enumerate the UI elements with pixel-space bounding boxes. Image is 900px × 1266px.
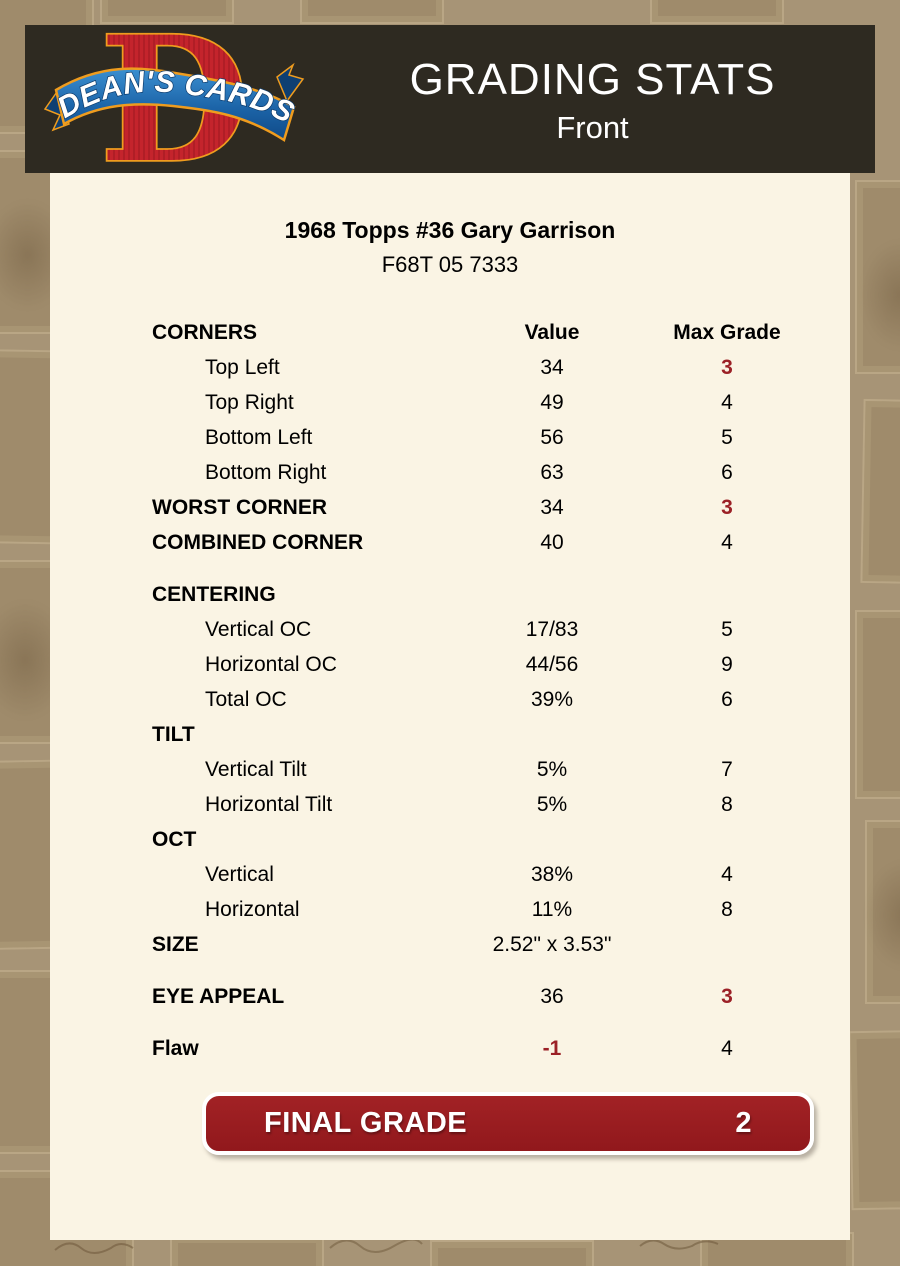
row-label: CENTERING xyxy=(152,582,276,606)
row-max-grade: 8 xyxy=(721,792,733,816)
row-label: WORST CORNER xyxy=(152,495,327,519)
row-label: Vertical xyxy=(205,862,274,886)
row-label: Horizontal xyxy=(205,897,300,921)
row-label: TILT xyxy=(152,722,195,746)
table-row: TILT xyxy=(152,717,850,752)
table-row: WORST CORNER 34 3 xyxy=(152,490,850,525)
row-label: Vertical OC xyxy=(205,617,312,641)
stats-panel: 1968 Topps #36 Gary Garrison F68T 05 733… xyxy=(50,173,850,1240)
row-value: 5% xyxy=(536,792,568,816)
row-value: -1 xyxy=(542,1036,562,1060)
table-row: Bottom Left 56 5 xyxy=(152,420,850,455)
row-value: 40 xyxy=(540,530,564,554)
row-label: OCT xyxy=(152,827,197,851)
table-row: Horizontal 11% 8 xyxy=(152,892,850,927)
row-label: Horizontal Tilt xyxy=(205,792,333,816)
table-row: Vertical Tilt 5% 7 xyxy=(152,752,850,787)
row-label: EYE APPEAL xyxy=(152,984,285,1008)
row-label: CORNERS xyxy=(152,320,258,344)
table-row: Bottom Right 63 6 xyxy=(152,455,850,490)
row-max-grade: 6 xyxy=(721,460,733,484)
row-value: 38% xyxy=(530,862,574,886)
row-value: 56 xyxy=(540,425,564,449)
row-label: Bottom Left xyxy=(205,425,313,449)
row-max-grade: 3 xyxy=(721,495,733,519)
row-value: 34 xyxy=(540,355,564,379)
table-row: COMBINED CORNER 40 4 xyxy=(152,525,850,560)
page-title: GRADING STATS xyxy=(409,55,776,104)
row-max-grade: 4 xyxy=(721,530,733,554)
row-max-grade: 8 xyxy=(721,897,733,921)
row-value: 36 xyxy=(540,984,564,1008)
table-row: CENTERING xyxy=(152,577,850,612)
grading-stats-table: CORNERS Value Max Grade Top Left 34 3 Top Righ… xyxy=(152,315,850,1066)
row-label: Total OC xyxy=(205,687,287,711)
row-max-grade: 3 xyxy=(721,984,733,1008)
row-value: 5% xyxy=(536,757,568,781)
table-row: Vertical 38% 4 xyxy=(152,857,850,892)
row-value: 63 xyxy=(540,460,564,484)
row-max-grade: 5 xyxy=(721,425,733,449)
row-value: 49 xyxy=(540,390,564,414)
row-max-grade: 4 xyxy=(721,862,733,886)
card-title: 1968 Topps #36 Gary Garrison xyxy=(284,217,616,243)
table-row: SIZE 2.52" x 3.53" xyxy=(152,927,850,962)
header-bar: D D DEAN'S CARDS GRADING STATS Front xyxy=(25,25,875,173)
row-max-grade: 4 xyxy=(721,1036,733,1060)
row-max-grade: 5 xyxy=(721,617,733,641)
table-row: Horizontal Tilt 5% 8 xyxy=(152,787,850,822)
row-label: Vertical Tilt xyxy=(205,757,307,781)
row-label: Top Left xyxy=(205,355,280,379)
row-value: 39% xyxy=(530,687,574,711)
row-max-grade: 7 xyxy=(721,757,733,781)
row-max-grade: 3 xyxy=(721,355,733,379)
row-max-grade: 9 xyxy=(721,652,733,676)
table-row: Flaw -1 4 xyxy=(152,1031,850,1066)
row-label: COMBINED CORNER xyxy=(152,530,364,554)
row-label: SIZE xyxy=(152,932,199,956)
table-row: OCT xyxy=(152,822,850,857)
header-text: GRADING STATS Front xyxy=(310,25,875,173)
row-label: Bottom Right xyxy=(205,460,327,484)
deans-cards-logo: D D DEAN'S CARDS xyxy=(25,25,310,173)
table-row: EYE APPEAL 36 3 xyxy=(152,979,850,1014)
deans-cards-logo-icon: D D DEAN'S CARDS xyxy=(43,27,305,171)
row-value: 44/56 xyxy=(525,652,579,676)
final-grade-value: 2 xyxy=(735,1107,752,1139)
row-value: 17/83 xyxy=(525,617,579,641)
row-max-grade: Max Grade xyxy=(673,320,781,344)
table-row: Top Right 49 4 xyxy=(152,385,850,420)
row-max-grade: 4 xyxy=(721,390,733,414)
table-row: Total OC 39% 6 xyxy=(152,682,850,717)
row-label: Flaw xyxy=(152,1036,199,1060)
row-value: 2.52" x 3.53" xyxy=(492,932,612,956)
row-value: Value xyxy=(524,320,580,344)
table-row: Horizontal OC 44/56 9 xyxy=(152,647,850,682)
row-label: Horizontal OC xyxy=(205,652,337,676)
table-row: CORNERS Value Max Grade xyxy=(152,315,850,350)
row-max-grade: 6 xyxy=(721,687,733,711)
final-grade-button[interactable]: FINAL GRADE 2 xyxy=(202,1092,814,1155)
row-value: 11% xyxy=(531,897,573,921)
row-label: Top Right xyxy=(205,390,294,414)
final-grade-label: FINAL GRADE xyxy=(264,1107,468,1139)
table-row: Vertical OC 17/83 5 xyxy=(152,612,850,647)
page-subtitle: Front xyxy=(556,110,629,145)
table-row: Top Left 34 3 xyxy=(152,350,850,385)
card-code: F68T 05 7333 xyxy=(381,252,519,277)
row-value: 34 xyxy=(540,495,564,519)
